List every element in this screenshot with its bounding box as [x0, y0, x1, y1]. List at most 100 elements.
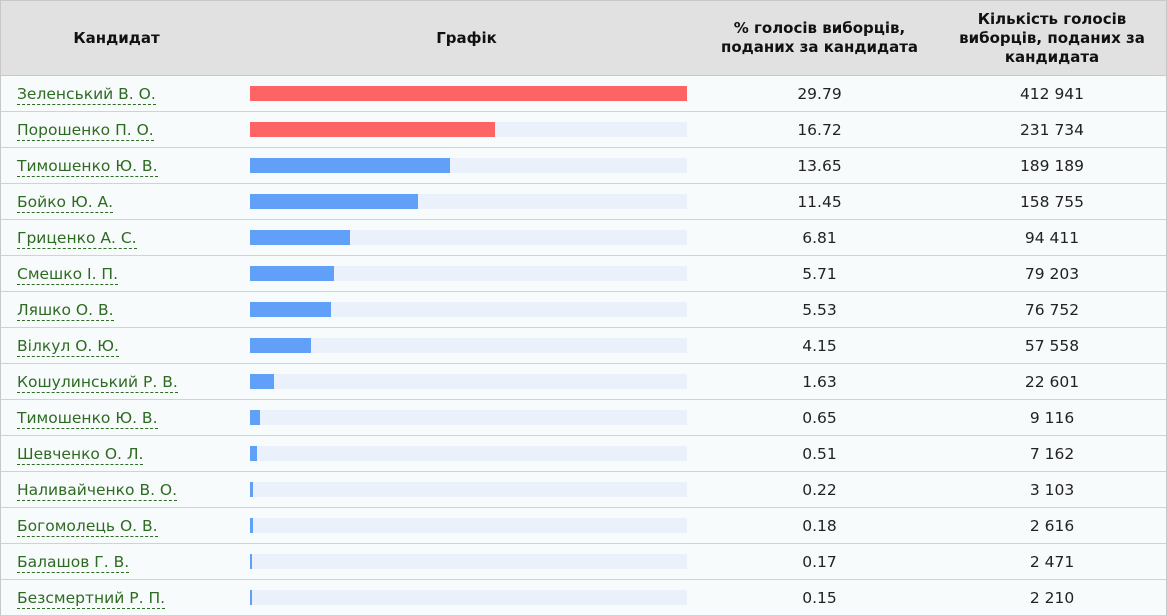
bar-track [250, 410, 687, 425]
header-votes: Кількість голосів виборців, поданих за к… [938, 1, 1166, 76]
votes-cell: 2 210 [938, 579, 1166, 616]
table-row: Порошенко П. О. 16.72 231 734 [1, 111, 1166, 148]
candidate-link[interactable]: Гриценко А. С. [17, 228, 137, 249]
candidate-cell: Бойко Ю. А. [1, 183, 232, 220]
candidate-cell: Ляшко О. В. [1, 291, 232, 328]
bar [250, 86, 687, 101]
table-row: Шевченко О. Л. 0.51 7 162 [1, 435, 1166, 472]
bar-track [250, 86, 687, 101]
bar-track [250, 302, 687, 317]
candidate-cell: Вілкул О. Ю. [1, 327, 232, 364]
bar-track [250, 482, 687, 497]
votes-cell: 94 411 [938, 219, 1166, 256]
candidate-link[interactable]: Безсмертний Р. П. [17, 588, 166, 609]
candidate-cell: Наливайченко В. О. [1, 471, 232, 508]
votes-cell: 231 734 [938, 111, 1166, 148]
percent-cell: 0.51 [701, 435, 938, 472]
candidate-link[interactable]: Богомолець О. В. [17, 516, 158, 537]
table-row: Зеленський В. О. 29.79 412 941 [1, 75, 1166, 112]
candidate-link[interactable]: Смешко І. П. [17, 264, 119, 285]
chart-cell [232, 579, 701, 616]
candidate-cell: Смешко І. П. [1, 255, 232, 292]
bar-track [250, 230, 687, 245]
chart-cell [232, 435, 701, 472]
candidate-link[interactable]: Зеленський В. О. [17, 84, 156, 105]
percent-cell: 0.22 [701, 471, 938, 508]
candidate-link[interactable]: Бойко Ю. А. [17, 192, 114, 213]
votes-cell: 2 616 [938, 507, 1166, 544]
votes-cell: 158 755 [938, 183, 1166, 220]
bar [250, 266, 334, 281]
bar [250, 302, 332, 317]
candidate-cell: Балашов Г. В. [1, 543, 232, 580]
bar-track [250, 374, 687, 389]
candidate-cell: Гриценко А. С. [1, 219, 232, 256]
votes-cell: 22 601 [938, 363, 1166, 400]
chart-cell [232, 255, 701, 292]
percent-cell: 6.81 [701, 219, 938, 256]
candidate-link[interactable]: Шевченко О. Л. [17, 444, 144, 465]
chart-cell [232, 183, 701, 220]
candidate-link[interactable]: Тимошенко Ю. В. [17, 408, 158, 429]
candidate-link[interactable]: Кошулинський Р. В. [17, 372, 178, 393]
bar-track [250, 590, 687, 605]
candidate-link[interactable]: Балашов Г. В. [17, 552, 130, 573]
chart-cell [232, 327, 701, 364]
percent-cell: 29.79 [701, 75, 938, 112]
candidate-link[interactable]: Ляшко О. В. [17, 300, 114, 321]
chart-cell [232, 219, 701, 256]
table-row: Смешко І. П. 5.71 79 203 [1, 255, 1166, 292]
percent-cell: 11.45 [701, 183, 938, 220]
table-row: Тимошенко Ю. В. 13.65 189 189 [1, 147, 1166, 184]
votes-cell: 2 471 [938, 543, 1166, 580]
bar [250, 590, 253, 605]
candidate-link[interactable]: Вілкул О. Ю. [17, 336, 119, 357]
header-chart: Графік [232, 1, 701, 76]
table-row: Богомолець О. В. 0.18 2 616 [1, 507, 1166, 544]
bar-track [250, 158, 687, 173]
candidate-link[interactable]: Порошенко П. О. [17, 120, 154, 141]
percent-cell: 0.15 [701, 579, 938, 616]
percent-cell: 0.17 [701, 543, 938, 580]
table-row: Ляшко О. В. 5.53 76 752 [1, 291, 1166, 328]
chart-cell [232, 147, 701, 184]
votes-cell: 189 189 [938, 147, 1166, 184]
bar [250, 158, 451, 173]
candidate-cell: Безсмертний Р. П. [1, 579, 232, 616]
table-row: Вілкул О. Ю. 4.15 57 558 [1, 327, 1166, 364]
candidate-cell: Порошенко П. О. [1, 111, 232, 148]
chart-cell [232, 507, 701, 544]
candidate-cell: Богомолець О. В. [1, 507, 232, 544]
percent-cell: 16.72 [701, 111, 938, 148]
bar [250, 230, 350, 245]
candidate-link[interactable]: Тимошенко Ю. В. [17, 156, 158, 177]
bar [250, 374, 274, 389]
table-row: Тимошенко Ю. В. 0.65 9 116 [1, 399, 1166, 436]
chart-cell [232, 291, 701, 328]
votes-cell: 7 162 [938, 435, 1166, 472]
bar-track [250, 518, 687, 533]
chart-cell [232, 75, 701, 112]
candidate-cell: Тимошенко Ю. В. [1, 399, 232, 436]
candidate-link[interactable]: Наливайченко В. О. [17, 480, 178, 501]
candidate-cell: Кошулинський Р. В. [1, 363, 232, 400]
candidate-cell: Тимошенко Ю. В. [1, 147, 232, 184]
votes-cell: 79 203 [938, 255, 1166, 292]
bar [250, 122, 496, 137]
votes-cell: 76 752 [938, 291, 1166, 328]
percent-cell: 5.53 [701, 291, 938, 328]
bar [250, 554, 253, 569]
bar [250, 194, 418, 209]
bar-track [250, 554, 687, 569]
header-percent: % голосів виборців, поданих за кандидата [701, 1, 938, 76]
bar [250, 446, 258, 461]
table-row: Балашов Г. В. 0.17 2 471 [1, 543, 1166, 580]
table-row: Наливайченко В. О. 0.22 3 103 [1, 471, 1166, 508]
votes-cell: 9 116 [938, 399, 1166, 436]
bar [250, 338, 311, 353]
percent-cell: 1.63 [701, 363, 938, 400]
candidate-cell: Шевченко О. Л. [1, 435, 232, 472]
chart-cell [232, 111, 701, 148]
